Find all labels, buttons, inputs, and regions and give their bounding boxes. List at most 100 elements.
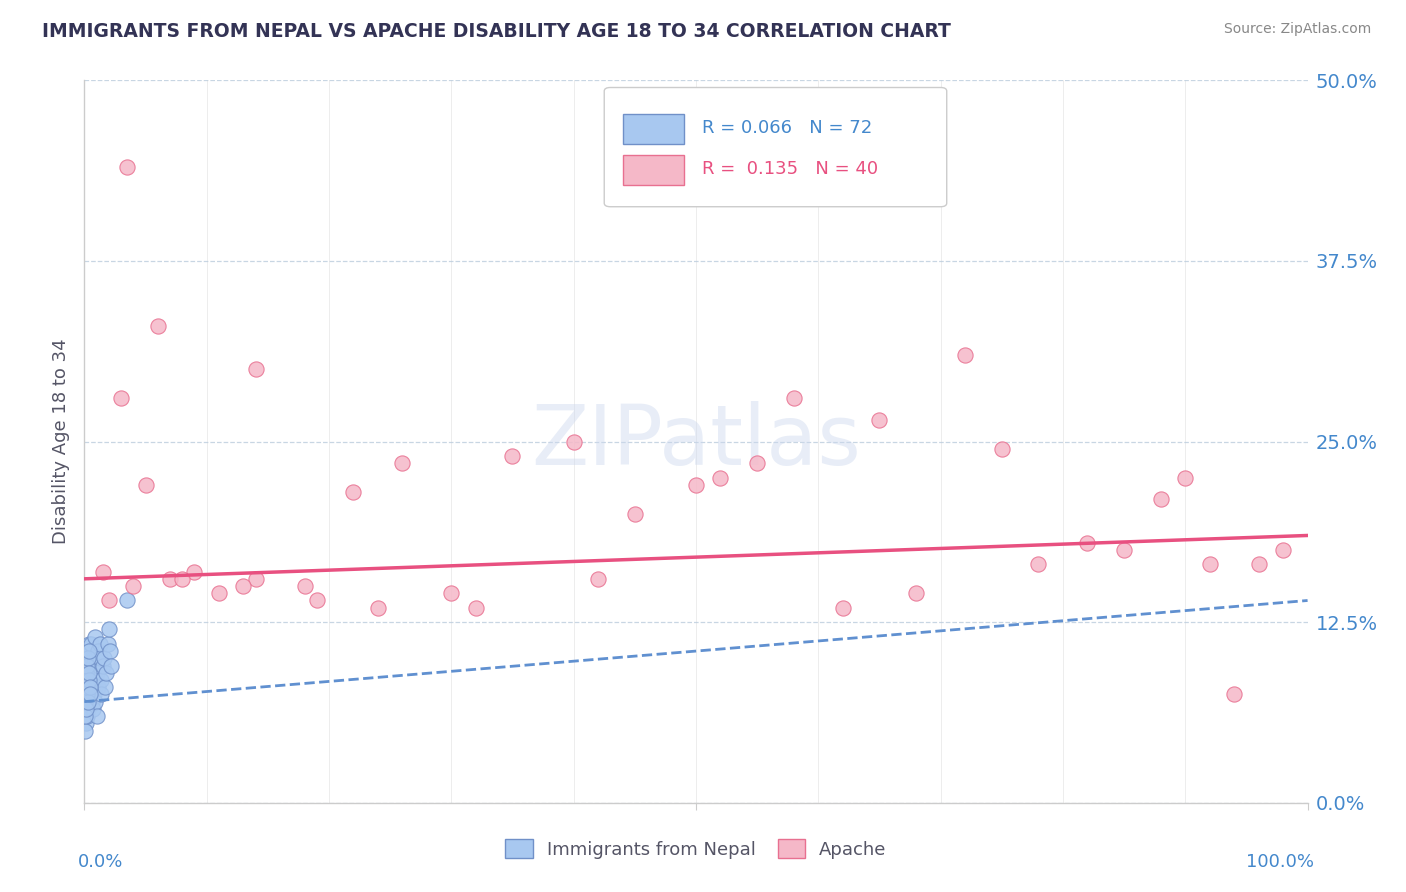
Point — [146, 318, 169, 333]
Point — [84, 695, 107, 709]
Text: Source: ZipAtlas.com: Source: ZipAtlas.com — [1223, 22, 1371, 37]
Text: R = 0.066   N = 72: R = 0.066 N = 72 — [702, 119, 872, 137]
Point — [75, 673, 97, 687]
Point — [294, 579, 316, 593]
Point — [90, 687, 112, 701]
Text: 100.0%: 100.0% — [1246, 854, 1313, 871]
Text: ZIPatlas: ZIPatlas — [531, 401, 860, 482]
Point — [83, 680, 105, 694]
Point — [91, 565, 114, 579]
Point — [87, 658, 110, 673]
Legend: Immigrants from Nepal, Apache: Immigrants from Nepal, Apache — [498, 832, 894, 866]
Point — [869, 413, 891, 427]
Point — [77, 695, 100, 709]
Point — [232, 579, 254, 593]
Point — [86, 665, 108, 680]
Point — [77, 673, 100, 687]
Point — [80, 658, 103, 673]
Point — [831, 600, 853, 615]
Point — [122, 579, 145, 593]
Y-axis label: Disability Age 18 to 34: Disability Age 18 to 34 — [52, 339, 70, 544]
Point — [1028, 558, 1050, 572]
Point — [1247, 558, 1270, 572]
Text: IMMIGRANTS FROM NEPAL VS APACHE DISABILITY AGE 18 TO 34 CORRELATION CHART: IMMIGRANTS FROM NEPAL VS APACHE DISABILI… — [42, 22, 950, 41]
Point — [1198, 558, 1220, 572]
Point — [1272, 542, 1295, 557]
Point — [953, 348, 976, 362]
Point — [90, 673, 112, 687]
Point — [73, 723, 96, 738]
Point — [76, 651, 98, 665]
Point — [83, 665, 105, 680]
Point — [1114, 542, 1136, 557]
Point — [305, 593, 328, 607]
Point — [245, 572, 267, 586]
Point — [135, 478, 157, 492]
Text: 0.0%: 0.0% — [79, 854, 124, 871]
Point — [91, 658, 114, 673]
Point — [77, 680, 100, 694]
Point — [208, 586, 231, 600]
Point — [77, 665, 100, 680]
Point — [96, 665, 118, 680]
Point — [75, 709, 97, 723]
Point — [76, 658, 98, 673]
FancyBboxPatch shape — [623, 154, 683, 185]
Point — [94, 680, 117, 694]
Point — [685, 478, 707, 492]
Point — [79, 680, 101, 694]
Point — [75, 716, 97, 731]
Point — [110, 391, 132, 405]
Point — [79, 695, 101, 709]
Point — [79, 680, 101, 694]
Point — [75, 665, 97, 680]
Point — [991, 442, 1014, 456]
Point — [76, 687, 98, 701]
Point — [77, 658, 100, 673]
FancyBboxPatch shape — [605, 87, 946, 207]
Point — [76, 709, 98, 723]
Point — [391, 456, 413, 470]
Point — [464, 600, 486, 615]
Point — [76, 680, 98, 694]
Point — [84, 630, 107, 644]
Point — [84, 673, 107, 687]
Point — [79, 665, 101, 680]
Point — [82, 658, 104, 673]
Point — [77, 702, 100, 716]
Point — [905, 586, 928, 600]
Point — [172, 572, 194, 586]
Point — [502, 449, 524, 463]
Point — [83, 673, 105, 687]
Point — [75, 702, 97, 716]
Point — [80, 695, 103, 709]
Point — [89, 637, 111, 651]
Point — [82, 665, 104, 680]
Point — [83, 687, 105, 701]
Point — [87, 680, 110, 694]
Point — [1150, 492, 1173, 507]
Point — [87, 644, 110, 658]
Point — [98, 644, 121, 658]
Point — [84, 658, 107, 673]
Point — [97, 623, 120, 637]
Point — [183, 565, 205, 579]
Point — [159, 572, 181, 586]
Point — [89, 651, 111, 665]
Point — [82, 702, 104, 716]
Point — [80, 651, 103, 665]
Point — [97, 593, 120, 607]
Point — [82, 680, 104, 694]
Point — [245, 362, 267, 376]
Point — [83, 651, 105, 665]
Point — [562, 434, 585, 449]
Point — [624, 507, 647, 521]
FancyBboxPatch shape — [623, 113, 683, 144]
Point — [440, 586, 463, 600]
Point — [1174, 471, 1197, 485]
Point — [97, 637, 120, 651]
Point — [77, 687, 100, 701]
Point — [76, 687, 98, 701]
Point — [77, 637, 100, 651]
Point — [86, 709, 108, 723]
